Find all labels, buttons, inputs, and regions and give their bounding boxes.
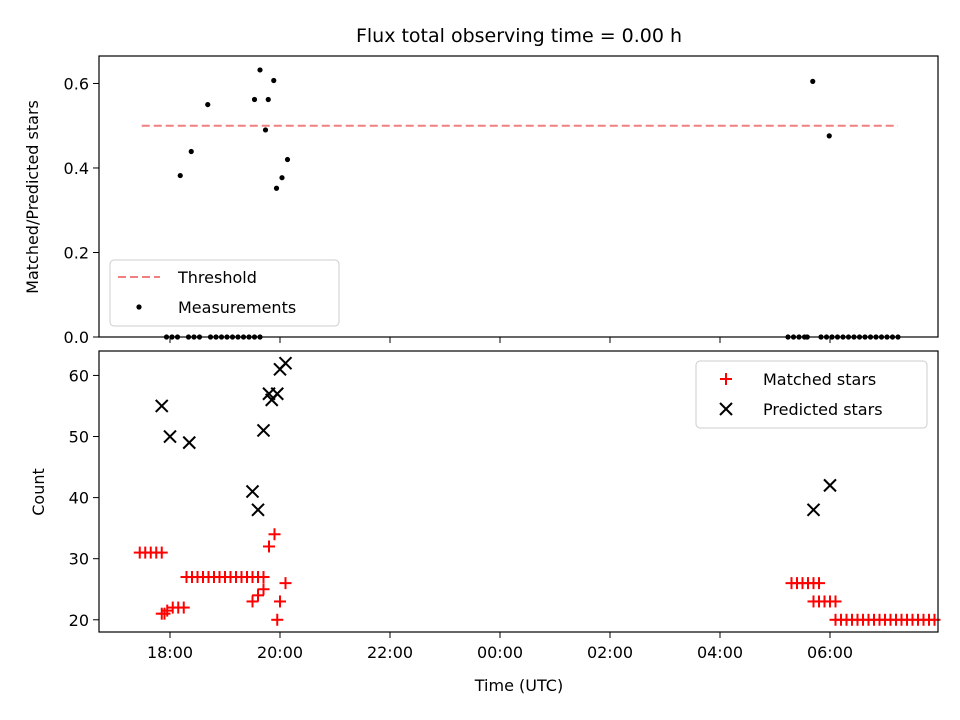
matched-star-point	[813, 577, 825, 590]
measurement-point	[284, 156, 291, 163]
legend-predicted-label: Predicted stars	[763, 400, 883, 419]
matched-star-point	[268, 528, 281, 541]
legend-matched-swatch	[720, 373, 732, 385]
measurement-point	[188, 148, 194, 155]
top-y-ticks: 0.0 0.2 0.4 0.6	[64, 74, 99, 347]
top-y-tick-label: 0.2	[64, 243, 89, 262]
top-legend: Threshold Measurements	[109, 259, 340, 327]
top-y-tick-label: 0.4	[64, 159, 89, 178]
bottom-x-tick-label: 04:00	[697, 643, 743, 662]
bottom-panel: 20 30 40 50 60 18:00 20:00 22:00 00:00 02:00 04:0…	[29, 350, 941, 695]
predicted-star-point	[163, 429, 177, 444]
matched-star-point	[177, 601, 190, 614]
top-axes-frame	[98, 55, 939, 338]
top-y-axis-label: Matched/Predicted stars	[23, 100, 42, 294]
measurement-point	[810, 78, 816, 84]
top-legend-box	[109, 259, 340, 327]
bottom-x-axis-label: Time (UTC)	[474, 676, 563, 695]
bottom-x-tick-label: 18:00	[147, 643, 193, 662]
bottom-y-tick-label: 60	[69, 366, 89, 385]
top-y-tick-label: 0.0	[64, 328, 89, 347]
matched-star-point	[279, 577, 292, 590]
measurement-point	[273, 185, 280, 191]
top-y-tick-label: 0.6	[64, 74, 89, 93]
top-panel: Flux total observing time = 0.00 h 0.00.…	[23, 25, 939, 347]
predicted-star-point	[182, 435, 196, 450]
bottom-legend-box	[695, 360, 928, 429]
chart-title: Flux total observing time = 0.00 h	[356, 25, 682, 47]
matched-star-point	[252, 589, 264, 602]
bottom-y-ticks: 20 30 40 50 60	[69, 366, 99, 630]
matched-star-point	[257, 571, 270, 584]
measurement-point	[257, 67, 263, 73]
measurement-point	[205, 101, 211, 108]
measurement-point	[826, 133, 832, 139]
measurement-point	[251, 96, 258, 103]
bottom-x-tick-label: 20:00	[257, 643, 303, 662]
measurement-point	[262, 127, 269, 133]
bottom-y-tick-label: 40	[69, 489, 89, 508]
predicted-star-point	[806, 503, 821, 517]
predicted-star-point	[245, 484, 260, 499]
matched-star-point	[271, 613, 284, 626]
bottom-y-tick-label: 20	[69, 611, 89, 630]
matched-star-point	[829, 595, 842, 608]
predicted-star-point	[823, 478, 837, 493]
measurement-point	[265, 96, 271, 103]
predicted-star-point	[278, 356, 293, 370]
bottom-plot-area	[133, 356, 941, 626]
bottom-x-ticks: 18:00 20:00 22:00 00:00 02:00 04:00 06:00	[147, 632, 853, 662]
legend-predicted-swatch	[719, 402, 733, 416]
bottom-x-tick-label: 02:00	[587, 643, 633, 662]
bottom-y-tick-label: 30	[69, 550, 89, 569]
predicted-star-point	[155, 399, 169, 413]
bottom-y-axis-label: Count	[29, 468, 48, 516]
bottom-x-tick-label: 22:00	[367, 643, 413, 662]
legend-measurements-swatch	[136, 304, 142, 310]
matched-star-point	[257, 583, 270, 596]
matched-star-point	[155, 546, 168, 559]
legend-measurements-label: Measurements	[178, 298, 296, 317]
bottom-x-tick-label: 00:00	[477, 643, 523, 662]
predicted-star-point	[270, 387, 284, 401]
measurement-point	[271, 77, 277, 84]
bottom-axes-frame	[98, 350, 939, 633]
bottom-legend: Matched stars Predicted stars	[695, 360, 928, 429]
matched-star-point	[274, 595, 286, 608]
measurement-point	[279, 175, 285, 181]
measurement-point	[177, 172, 183, 179]
matched-star-point	[263, 540, 275, 553]
legend-threshold-label: Threshold	[177, 268, 257, 287]
predicted-star-point	[251, 503, 265, 517]
predicted-star-point	[256, 423, 271, 438]
legend-matched-label: Matched stars	[763, 370, 876, 389]
bottom-y-tick-label: 50	[69, 428, 89, 447]
bottom-x-tick-label: 06:00	[807, 643, 853, 662]
matched-star-point	[246, 595, 259, 608]
